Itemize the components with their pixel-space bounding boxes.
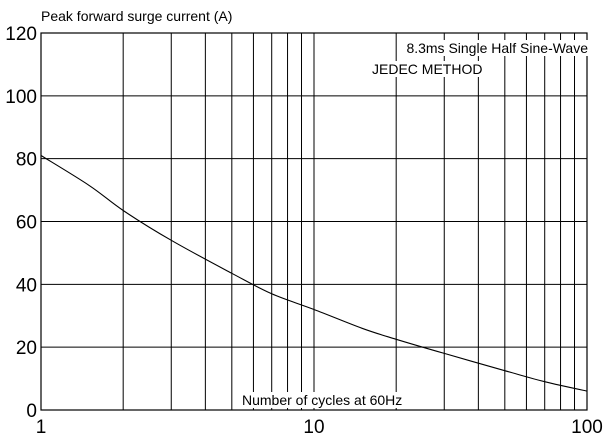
y-tick-label: 40: [16, 275, 37, 296]
label-background: [405, 40, 590, 56]
y-axis-label: Peak forward surge current (A): [41, 8, 232, 24]
plot-frame: [40, 32, 588, 411]
y-tick-labels: 0 20 40 60 80 100 120: [5, 24, 37, 422]
y-tick-label: 20: [16, 338, 37, 359]
y-tick-label: 60: [16, 213, 37, 234]
grid-lines: [41, 33, 587, 410]
y-tick-label: 0: [26, 401, 37, 422]
label-background: [371, 61, 484, 77]
label-background: [241, 392, 404, 408]
series-line: [40, 155, 588, 392]
x-tick-label: 100: [571, 417, 603, 438]
y-tick-label: 100: [5, 87, 37, 108]
y-tick-label: 120: [5, 24, 37, 45]
annotation-waveform: 8.3ms Single Half Sine-Wave: [406, 40, 588, 56]
x-tick-label: 10: [303, 417, 324, 438]
x-tick-label: 1: [36, 417, 47, 438]
y-tick-label: 80: [16, 150, 37, 171]
x-tick-labels: 1 10 100: [36, 417, 603, 438]
x-axis-label: Number of cycles at 60Hz: [242, 392, 402, 408]
annotation-method: JEDEC METHOD: [372, 61, 482, 77]
